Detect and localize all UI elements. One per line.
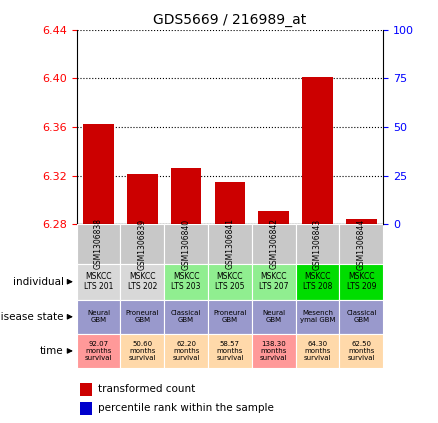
Bar [120, 334, 164, 368]
Bar [164, 264, 208, 300]
Bar [252, 264, 296, 300]
Text: Mesench
ymal GBM: Mesench ymal GBM [300, 310, 336, 323]
Bar [339, 299, 383, 334]
Text: Proneural
GBM: Proneural GBM [126, 310, 159, 323]
Bar [120, 224, 164, 264]
Text: GSM1306841: GSM1306841 [226, 218, 234, 269]
Text: Proneural
GBM: Proneural GBM [213, 310, 247, 323]
Bar [208, 264, 252, 300]
Text: MSKCC
LTS 203: MSKCC LTS 203 [171, 272, 201, 291]
Bar [258, 211, 289, 224]
Bar [80, 402, 92, 415]
Text: GSM1306844: GSM1306844 [357, 218, 366, 269]
Bar [252, 299, 296, 334]
Text: 92.07
months
survival: 92.07 months survival [85, 341, 112, 361]
Text: 64.30
months
survival: 64.30 months survival [304, 341, 331, 361]
Bar [77, 334, 120, 368]
Title: GDS5669 / 216989_at: GDS5669 / 216989_at [153, 13, 307, 27]
Text: 58.57
months
survival: 58.57 months survival [216, 341, 244, 361]
Bar [296, 334, 339, 368]
Bar [346, 220, 377, 224]
Bar [302, 77, 333, 224]
Bar [83, 124, 114, 224]
Text: MSKCC
LTS 209: MSKCC LTS 209 [346, 272, 376, 291]
Text: GSM1306842: GSM1306842 [269, 218, 278, 269]
Bar [208, 224, 252, 264]
Bar [127, 174, 158, 224]
Bar [252, 334, 296, 368]
Bar [120, 264, 164, 300]
Text: 62.20
months
survival: 62.20 months survival [173, 341, 200, 361]
Bar [171, 168, 201, 224]
Bar [339, 334, 383, 368]
Bar [120, 299, 164, 334]
Text: time: time [40, 346, 64, 356]
Text: GSM1306838: GSM1306838 [94, 218, 103, 269]
Text: Classical
GBM: Classical GBM [346, 310, 377, 323]
Bar [339, 264, 383, 300]
Text: MSKCC
LTS 208: MSKCC LTS 208 [303, 272, 332, 291]
Bar [77, 224, 120, 264]
Text: MSKCC
LTS 201: MSKCC LTS 201 [84, 272, 113, 291]
Bar [208, 334, 252, 368]
Text: Neural
GBM: Neural GBM [262, 310, 285, 323]
Text: MSKCC
LTS 202: MSKCC LTS 202 [127, 272, 157, 291]
Text: 138.30
months
survival: 138.30 months survival [260, 341, 287, 361]
Bar [164, 224, 208, 264]
Text: GSM1306839: GSM1306839 [138, 218, 147, 269]
Text: GSM1306843: GSM1306843 [313, 218, 322, 269]
Text: MSKCC
LTS 205: MSKCC LTS 205 [215, 272, 245, 291]
Text: Neural
GBM: Neural GBM [87, 310, 110, 323]
Bar [296, 299, 339, 334]
Bar [77, 264, 120, 300]
Text: percentile rank within the sample: percentile rank within the sample [98, 403, 274, 413]
Text: transformed count: transformed count [98, 384, 195, 394]
Bar [339, 224, 383, 264]
Bar [77, 299, 120, 334]
Text: Classical
GBM: Classical GBM [171, 310, 201, 323]
Bar [164, 299, 208, 334]
Bar [296, 224, 339, 264]
Bar [252, 224, 296, 264]
Text: 62.50
months
survival: 62.50 months survival [348, 341, 375, 361]
Text: 50.60
months
survival: 50.60 months survival [129, 341, 156, 361]
Text: GSM1306840: GSM1306840 [182, 218, 191, 269]
Bar [80, 383, 92, 396]
Bar [215, 181, 245, 224]
Bar [208, 299, 252, 334]
Bar [164, 334, 208, 368]
Bar [296, 264, 339, 300]
Text: individual: individual [13, 277, 64, 287]
Text: MSKCC
LTS 207: MSKCC LTS 207 [259, 272, 289, 291]
Text: disease state: disease state [0, 312, 64, 322]
